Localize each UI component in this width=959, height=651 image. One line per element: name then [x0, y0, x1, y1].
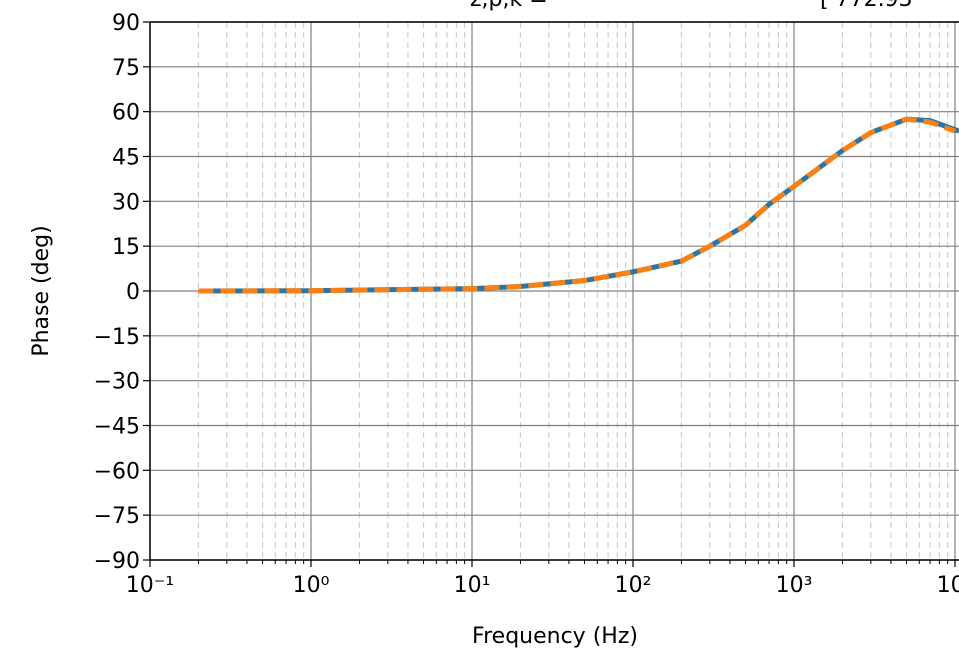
y-tick-label: −45 — [94, 415, 140, 440]
chart-title: [ 772.93 — [820, 0, 913, 12]
y-tick-label: 45 — [112, 146, 140, 171]
y-tick-label: −75 — [94, 504, 140, 529]
x-tick-label: 10² — [615, 573, 652, 598]
y-tick-label: 90 — [112, 11, 140, 36]
x-tick-label: 10¹ — [454, 573, 491, 598]
y-tick-label: 0 — [126, 280, 140, 305]
chart-title: z,p,k = — [470, 0, 548, 12]
y-tick-label: −60 — [94, 459, 140, 484]
y-tick-label: −15 — [94, 325, 140, 350]
y-tick-label: 60 — [112, 101, 140, 126]
y-tick-label: −30 — [94, 370, 140, 395]
y-tick-label: 15 — [112, 235, 140, 260]
line-series — [198, 116, 956, 294]
y-tick-label: 75 — [112, 56, 140, 81]
y-axis-label: Phase (deg) — [29, 225, 54, 356]
x-tick-label: 10⁰ — [293, 573, 330, 598]
x-axis-label: Frequency (Hz) — [472, 624, 638, 649]
x-tick-label: 10³ — [776, 573, 813, 598]
x-tick-label: 10⁴ — [937, 573, 959, 598]
y-tick-label: −90 — [94, 549, 140, 574]
x-tick-label: 10⁻¹ — [126, 573, 174, 598]
line-series — [198, 116, 959, 294]
y-tick-label: 30 — [112, 190, 140, 215]
